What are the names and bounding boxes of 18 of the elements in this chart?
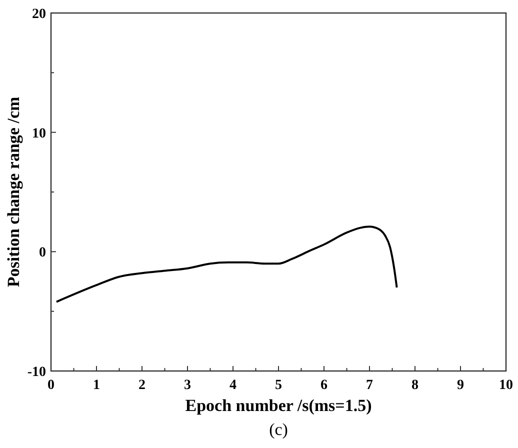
text: (c) — [269, 420, 288, 439]
x-tick-label: 5 — [275, 378, 282, 393]
x-tick-label: 4 — [230, 378, 236, 393]
line-series — [55, 226, 398, 303]
x-tick-label: 1 — [93, 378, 100, 393]
y-tick-label: 10 — [32, 126, 46, 142]
y-tick-label: 20 — [32, 7, 46, 22]
y-tick-label: -10 — [27, 365, 46, 380]
x-tick-label: 2 — [138, 378, 146, 393]
y-axis-title: Position change range /cm — [4, 96, 23, 288]
x-tick-label: 9 — [457, 378, 464, 393]
x-axis-title: Epoch number /s(ms=1.5) — [185, 396, 372, 415]
x-tick-label: 3 — [184, 378, 191, 393]
x-tick-label: 7 — [366, 378, 373, 393]
y-tick-label: 0 — [39, 246, 46, 261]
x-tick-label: 8 — [412, 378, 418, 393]
x-tick-label: 6 — [320, 378, 328, 393]
x-tick-label: 10 — [499, 378, 513, 393]
